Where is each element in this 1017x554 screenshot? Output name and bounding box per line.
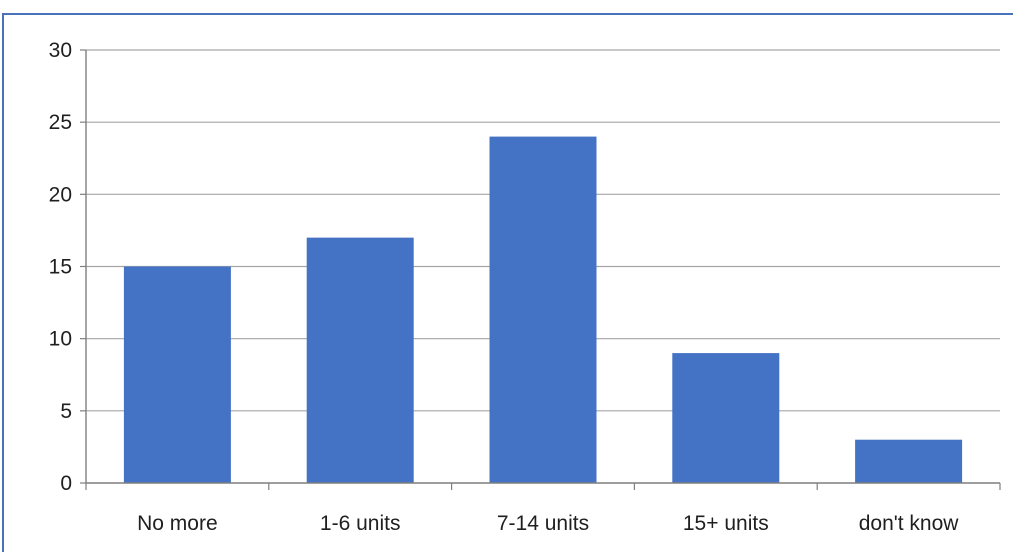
axes <box>80 49 1001 490</box>
bar-4 <box>855 439 963 483</box>
bar-2 <box>489 136 597 483</box>
x-tick-label: don't know <box>859 512 960 535</box>
x-tick-label: 15+ units <box>683 512 769 535</box>
x-tick-label: 7-14 units <box>497 512 589 535</box>
bars <box>123 136 963 483</box>
y-tick-label: 30 <box>49 39 72 62</box>
x-tick-label: 1-6 units <box>320 512 401 535</box>
y-tick-label: 5 <box>60 400 72 423</box>
y-tick-label: 20 <box>49 183 72 206</box>
x-axis-ticks: No more 1-6 units 7-14 units 15+ units don't… <box>137 512 959 535</box>
y-tick-label: 10 <box>49 328 72 351</box>
y-tick-label: 15 <box>49 256 72 279</box>
y-tick-label: 25 <box>49 111 72 134</box>
x-tick-label: No more <box>137 512 218 535</box>
y-axis-ticks: 0 5 10 15 20 25 30 <box>49 39 72 495</box>
bar-1 <box>306 237 414 483</box>
bar-3 <box>672 353 780 483</box>
bar-0 <box>123 266 231 483</box>
y-tick-label: 0 <box>60 472 72 495</box>
